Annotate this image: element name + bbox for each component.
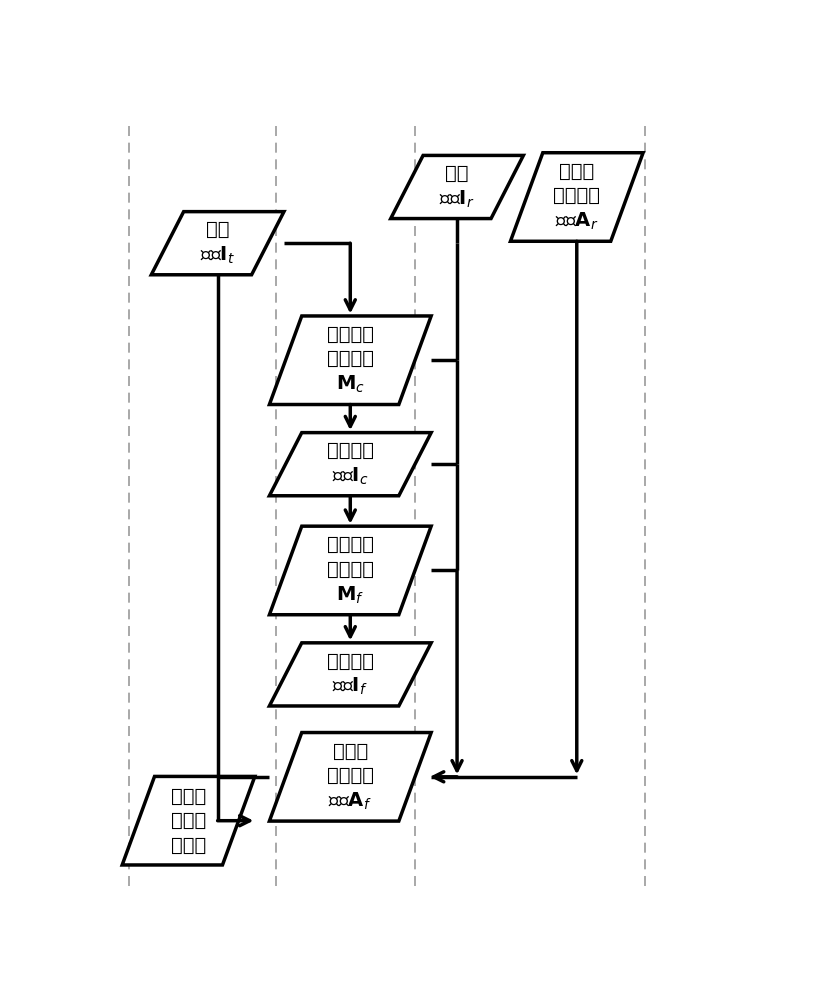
Polygon shape (270, 733, 431, 821)
Text: 初步配准
图像I$_c$: 初步配准 图像I$_c$ (326, 441, 374, 487)
Polygon shape (270, 643, 431, 706)
Text: 精细配准
映射矩阵
M$_f$: 精细配准 映射矩阵 M$_f$ (326, 535, 374, 606)
Text: 目标鼠
解剖结
构图谱: 目标鼠 解剖结 构图谱 (171, 787, 206, 854)
Polygon shape (270, 433, 431, 496)
Text: 参考
图像I$_r$: 参考 图像I$_r$ (439, 164, 475, 210)
Polygon shape (510, 153, 643, 241)
Polygon shape (391, 155, 524, 219)
Polygon shape (270, 526, 431, 615)
Text: 参考鼠
解剖结构
图谱A$_r$: 参考鼠 解剖结构 图谱A$_r$ (554, 162, 600, 232)
Text: 初步配准
映射矩阵
M$_c$: 初步配准 映射矩阵 M$_c$ (326, 325, 374, 395)
Polygon shape (151, 212, 284, 275)
Polygon shape (122, 776, 255, 865)
Text: 目标
图像I$_t$: 目标 图像I$_t$ (200, 220, 235, 266)
Text: 配准鼠
解剖结构
图谱A$_f$: 配准鼠 解剖结构 图谱A$_f$ (326, 742, 374, 812)
Text: 精细配准
图像I$_f$: 精细配准 图像I$_f$ (326, 651, 374, 697)
Polygon shape (270, 316, 431, 405)
